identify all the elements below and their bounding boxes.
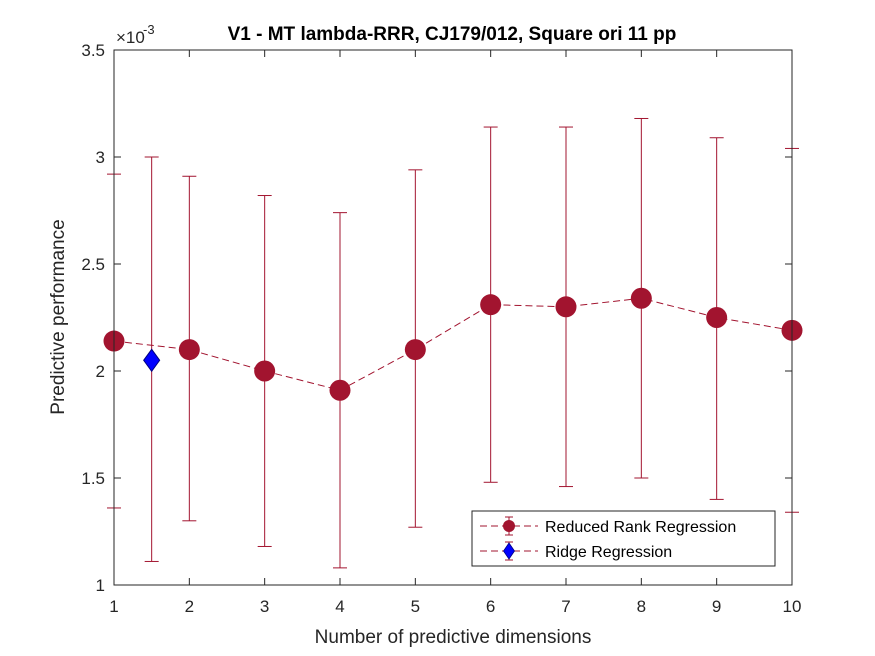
- x-tick-label: 7: [561, 597, 570, 616]
- data-point: [630, 287, 652, 309]
- legend: Reduced Rank Regression Ridge Regression: [471, 510, 776, 567]
- series-markers: [103, 287, 803, 401]
- series-lines: [113, 297, 793, 391]
- y-tick-label: 1: [96, 576, 105, 595]
- axis-ticks: [113, 49, 793, 586]
- y-exponent-prefix: ×10: [116, 28, 145, 47]
- x-tick-label: 4: [335, 597, 344, 616]
- legend-box: [471, 510, 776, 567]
- y-tick-label: 2.5: [81, 255, 105, 274]
- legend-label-ridge: Ridge Regression: [545, 544, 672, 561]
- series-line: [113, 297, 793, 391]
- y-exponent-power: -3: [143, 22, 155, 37]
- x-tick-label: 2: [185, 597, 194, 616]
- x-tick-label: 6: [486, 597, 495, 616]
- data-point: [143, 348, 161, 373]
- y-tick-label: 3.5: [81, 41, 105, 60]
- legend-ridge-marker: [503, 542, 515, 560]
- x-axis-label: Number of predictive dimensions: [315, 627, 592, 648]
- data-point: [555, 296, 577, 318]
- legend-entry-ridge: Ridge Regression: [480, 541, 672, 561]
- data-point: [254, 360, 276, 382]
- data-point: [178, 339, 200, 361]
- data-point: [329, 379, 351, 401]
- data-point: [706, 307, 728, 328]
- x-tick-labels: 1 2 3 4 5 6 7 8 9 10: [109, 597, 801, 616]
- x-tick-label: 3: [260, 597, 269, 616]
- y-axis-label: Predictive performance: [48, 219, 69, 414]
- x-tick-label: 5: [411, 597, 420, 616]
- x-tick-label: 8: [637, 597, 646, 616]
- x-tick-label: 10: [783, 597, 802, 616]
- legend-label-rrr: Reduced Rank Regression: [545, 519, 736, 536]
- data-point: [480, 294, 502, 316]
- plot-frame: [113, 49, 793, 586]
- plot-area: [114, 50, 792, 585]
- legend-entry-rrr: Reduced Rank Regression: [480, 516, 736, 536]
- y-tick-label: 3: [96, 148, 105, 167]
- y-tick-label: 2: [96, 362, 105, 381]
- legend-rrr-marker: [503, 520, 515, 532]
- x-tick-label: 1: [109, 597, 118, 616]
- y-tick-labels: 1 1.5 2 2.5 3 3.5: [81, 41, 105, 595]
- x-tick-label: 9: [712, 597, 721, 616]
- chart-title: V1 - MT lambda-RRR, CJ179/012, Square or…: [228, 24, 677, 45]
- data-point: [404, 339, 426, 361]
- y-tick-label: 1.5: [81, 469, 105, 488]
